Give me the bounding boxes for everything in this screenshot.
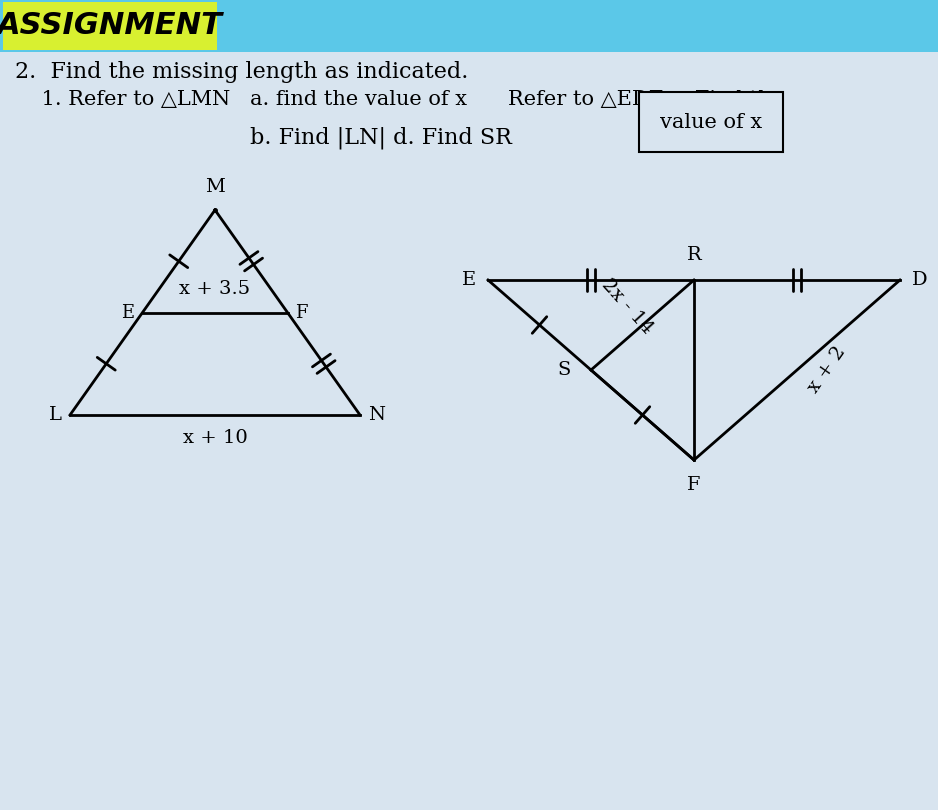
- Text: value of x: value of x: [660, 113, 762, 131]
- Text: L: L: [49, 406, 62, 424]
- Text: E: E: [121, 304, 134, 322]
- Text: F: F: [295, 304, 308, 322]
- Text: 2x - 14: 2x - 14: [598, 276, 657, 338]
- Text: N: N: [368, 406, 385, 424]
- Text: x + 2: x + 2: [805, 343, 850, 397]
- Text: Refer to △EDF c. Find the: Refer to △EDF c. Find the: [508, 91, 784, 109]
- Text: S: S: [558, 361, 571, 379]
- Text: b. Find |LN| d. Find SR: b. Find |LN| d. Find SR: [250, 126, 512, 149]
- Text: R: R: [687, 246, 702, 264]
- Text: 1. Refer to △LMN   a. find the value of x: 1. Refer to △LMN a. find the value of x: [15, 91, 467, 109]
- Text: M: M: [205, 178, 225, 196]
- Text: x + 3.5: x + 3.5: [179, 280, 250, 299]
- Text: E: E: [461, 271, 476, 289]
- Text: ASSIGNMENT: ASSIGNMENT: [0, 11, 223, 40]
- Text: F: F: [688, 476, 701, 494]
- FancyBboxPatch shape: [3, 2, 217, 50]
- Text: D: D: [912, 271, 928, 289]
- Text: x + 10: x + 10: [183, 429, 248, 447]
- FancyBboxPatch shape: [0, 0, 938, 52]
- Text: 2.  Find the missing length as indicated.: 2. Find the missing length as indicated.: [15, 61, 468, 83]
